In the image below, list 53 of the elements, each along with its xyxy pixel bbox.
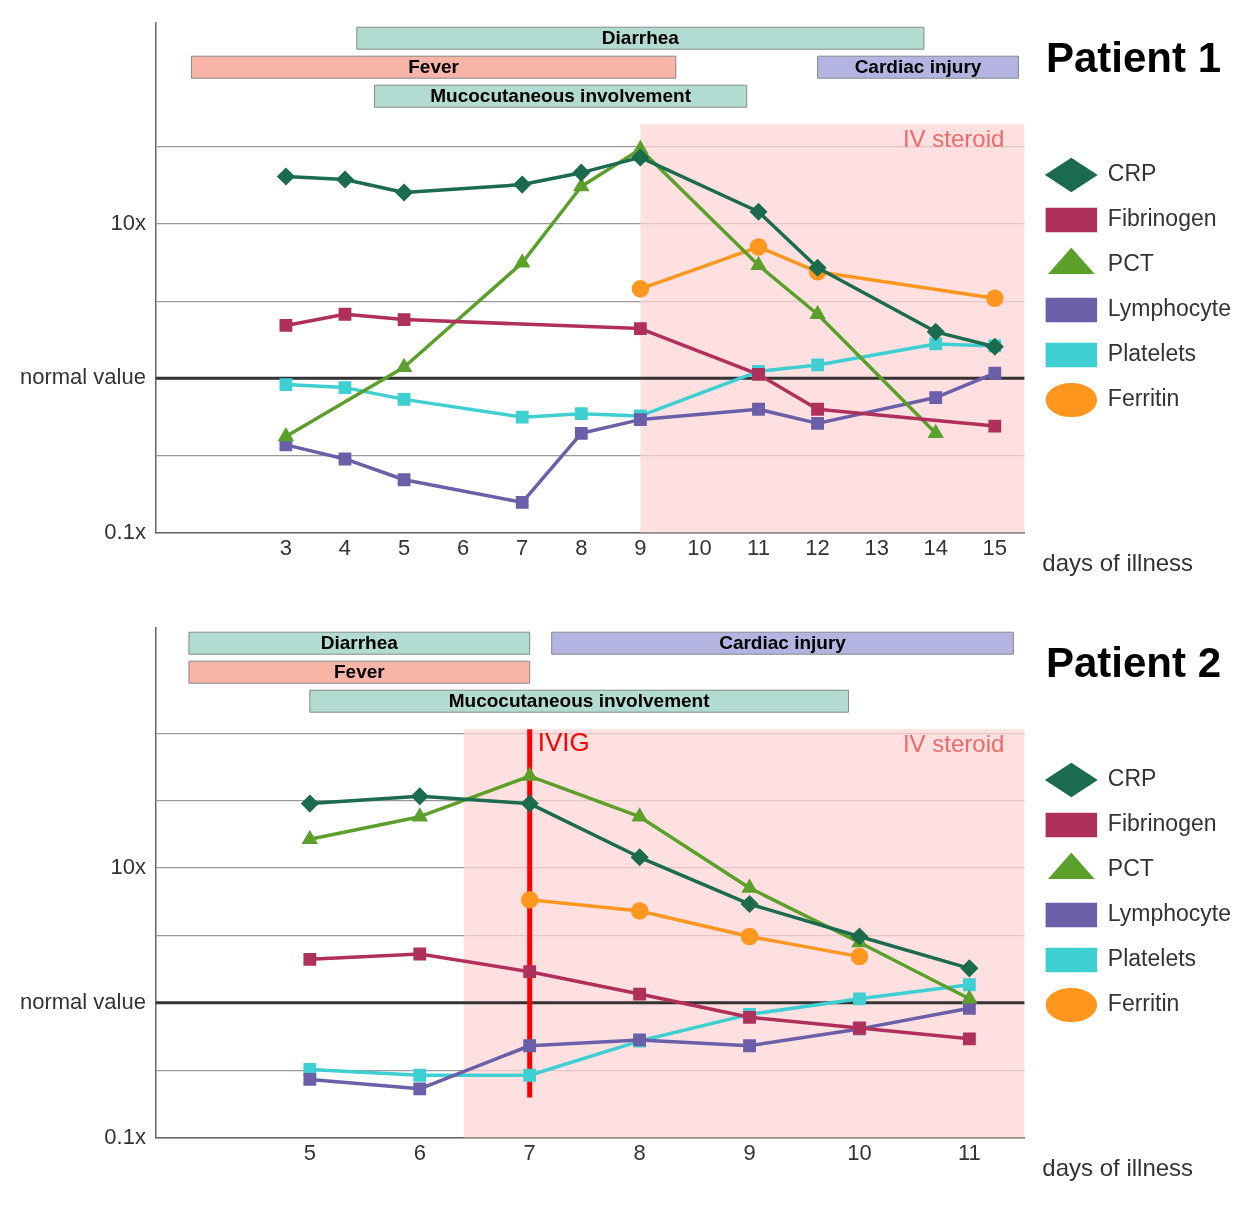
legend-label: Fibrinogen (1107, 810, 1217, 837)
x-tick-label: 3 (279, 534, 293, 560)
x-tick-label: 13 (864, 534, 889, 560)
x-tick-label: 11 (957, 1139, 981, 1165)
x-tick-label: 9 (634, 534, 647, 560)
x-axis-title: days of illness (1042, 1154, 1194, 1182)
text: Patient 1 (1045, 34, 1221, 82)
x-tick-label: 14 (923, 534, 948, 560)
legend-label: Lymphocyte (1107, 295, 1231, 322)
y-tick-label: 10x (110, 210, 146, 236)
x-tick-label: 8 (575, 534, 588, 560)
x-tick-label: 6 (457, 534, 470, 560)
x-tick-label: 8 (633, 1139, 646, 1165)
x-tick-label: 10 (687, 534, 712, 560)
ref-line-label: IVIG (537, 727, 590, 758)
x-tick-label: 5 (397, 534, 411, 560)
y-tick-label: normal value (20, 364, 146, 390)
band-label: Mucocutaneous involvement (448, 690, 711, 712)
x-axis-title: days of illness (1042, 549, 1194, 577)
x-tick-label: 11 (747, 534, 770, 560)
x-tick-label: 12 (805, 534, 830, 560)
band-label: IV steroid (902, 729, 1005, 757)
legend-label: Platelets (1107, 945, 1197, 972)
x-tick-label: 4 (338, 534, 352, 560)
x-tick-label: 6 (413, 1139, 426, 1165)
legend-label: PCT (1107, 250, 1154, 277)
legend-label: CRP (1107, 160, 1157, 187)
x-tick-label: 15 (982, 534, 1008, 560)
x-tick-label: 7 (523, 1139, 536, 1165)
legend-label: Fibrinogen (1107, 205, 1217, 232)
band-label: Diarrhea (601, 27, 680, 49)
band-label: Cardiac injury (854, 56, 982, 78)
band-label: Mucocutaneous involvement (430, 85, 692, 107)
y-tick-label: 0.1x (104, 1123, 146, 1149)
legend-label: CRP (1107, 765, 1157, 792)
x-tick-label: 10 (847, 1139, 872, 1165)
text: Patient 2 (1045, 639, 1221, 687)
x-tick-label: 9 (743, 1139, 756, 1165)
band-label: Diarrhea (320, 632, 399, 654)
legend-label: Ferritin (1107, 385, 1180, 412)
y-tick-label: 0.1x (104, 518, 146, 544)
band-label: Fever (408, 56, 460, 78)
band-label: Cardiac injury (719, 632, 847, 654)
band-label: Fever (333, 661, 386, 683)
legend-label: PCT (1107, 855, 1154, 882)
legend-label: Ferritin (1107, 990, 1180, 1017)
band-label: IV steroid (902, 124, 1005, 152)
y-tick-label: 10x (110, 854, 146, 880)
y-tick-label: normal value (20, 988, 146, 1014)
legend-label: Lymphocyte (1107, 900, 1231, 927)
x-tick-label: 7 (516, 534, 529, 560)
x-tick-label: 5 (303, 1139, 316, 1165)
legend-label: Platelets (1107, 340, 1197, 367)
